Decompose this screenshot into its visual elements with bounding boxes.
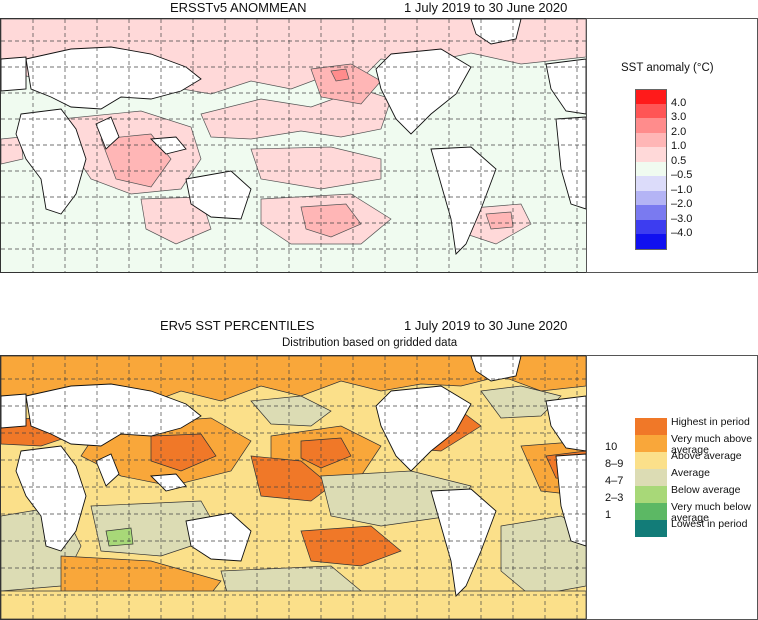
panel2-subtitle: Distribution based on gridded data <box>282 337 458 349</box>
percentile-legend-label: Very much above average <box>671 433 753 456</box>
panel1-period: 1 July 2019 to 30 June 2020 <box>404 0 568 15</box>
anomaly-legend-label: –1.0 <box>671 183 693 196</box>
percentile-legend-label: Very much below average <box>671 501 751 524</box>
anomaly-swatch <box>635 190 667 205</box>
anomaly-legend-label: 1.0 <box>671 140 687 152</box>
percentile-rank-label: 8–9 <box>605 458 624 470</box>
percentile-swatch <box>635 520 667 537</box>
percentile-legend-label: Average <box>671 467 710 479</box>
percentile-swatch <box>635 418 667 435</box>
panel2-title: ERv5 SST PERCENTILES <box>160 318 315 333</box>
anomaly-swatch <box>635 234 667 250</box>
anomaly-swatch <box>635 205 667 220</box>
percentile-swatch <box>635 435 667 452</box>
anomaly-legend-label: –2.0 <box>671 198 693 210</box>
percentile-legend: Highest in period Very much above average… <box>586 355 758 620</box>
anomaly-map <box>0 18 587 273</box>
panel1-title: ERSSTv5 ANOMMEAN <box>170 0 307 15</box>
percentile-rank-label: 2–3 <box>605 492 624 504</box>
percentile-rank-label: 10 <box>605 441 618 453</box>
percentile-rank-label: 4–7 <box>605 475 624 487</box>
anomaly-swatch <box>635 132 667 147</box>
anomaly-swatch <box>635 118 667 133</box>
anomaly-legend-label: 3.0 <box>671 111 687 123</box>
percentile-rank-label: 1 <box>605 509 612 521</box>
anomaly-swatch <box>635 103 667 118</box>
anomaly-swatch <box>635 176 667 191</box>
anomaly-legend-label: 0.5 <box>671 154 687 167</box>
continents <box>1 19 586 255</box>
anomaly-swatch <box>635 89 667 105</box>
anomaly-swatch <box>635 161 667 176</box>
grid-lines-2 <box>1 356 586 619</box>
percentile-fields <box>1 356 586 619</box>
percentile-swatch <box>635 503 667 520</box>
percentile-map <box>0 355 587 620</box>
anomaly-legend-title: SST anomaly (°C) <box>621 62 714 74</box>
anomaly-swatch <box>635 219 667 234</box>
percentile-legend-label: Highest in period <box>671 416 750 428</box>
grid-lines <box>1 19 586 272</box>
anomaly-swatch <box>635 147 667 162</box>
anomaly-legend: SST anomaly (°C) 4.0 3.0 2.0 1.0 0.5 –0.5 –1.0… <box>586 18 758 273</box>
percentile-legend-label: Above average <box>671 450 742 462</box>
panel2-period: 1 July 2019 to 30 June 2020 <box>404 318 568 333</box>
percentile-legend-label: Below average <box>671 484 741 496</box>
anomaly-legend-label: 4.0 <box>671 96 687 109</box>
percentile-swatch <box>635 469 667 486</box>
percentile-legend-label: Lowest in period <box>671 518 748 530</box>
anomaly-legend-label: –0.5 <box>671 169 693 181</box>
anomaly-legend-label: –3.0 <box>671 212 693 225</box>
percentile-swatch <box>635 486 667 503</box>
anomaly-legend-label: 2.0 <box>671 125 687 138</box>
percentile-swatch <box>635 452 667 469</box>
continents-2 <box>1 356 586 597</box>
anomaly-legend-label: –4.0 <box>671 227 693 239</box>
